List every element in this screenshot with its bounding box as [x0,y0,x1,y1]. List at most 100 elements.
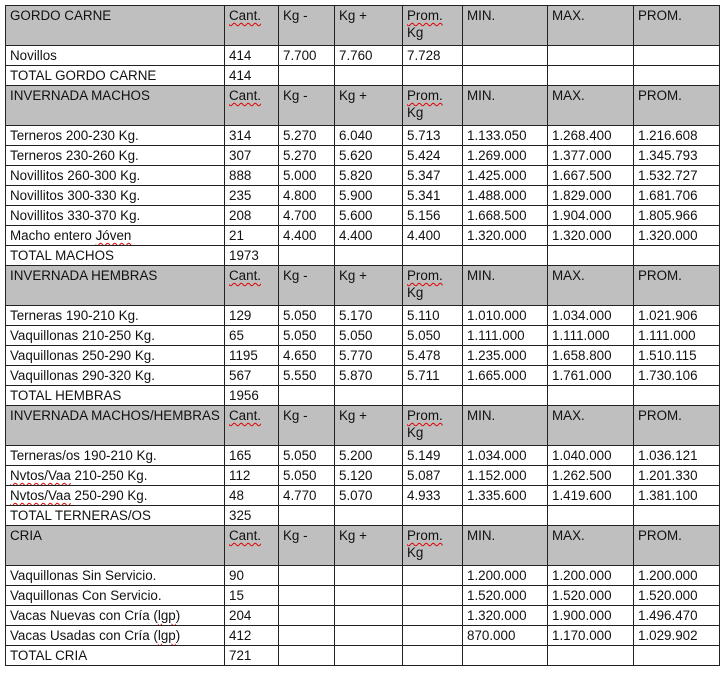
cell: 5.200 [334,445,403,466]
row-label: Terneras/os 190-210 Kg. [5,445,225,466]
empty-cell [402,645,463,666]
table-row: Vaquillonas Con Servicio. 15 1.520.000 1.52… [5,585,720,606]
table-row: Terneras/os 190-210 Kg. 165 5.050 5.200 5.14… [5,445,720,466]
cell: 4.400 [402,225,463,246]
cell: 1.133.050 [462,125,548,146]
cell: 1.681.706 [633,185,720,206]
section-header-row: INVERNADA MACHOS/HEMBRAS Cant. Kg - Kg + Pro… [5,405,720,446]
cell: 1.761.000 [547,365,634,386]
cell: 1.034.000 [547,305,634,326]
cell: 48 [224,485,279,506]
cell: 5.424 [402,145,463,166]
total-value: 1956 [224,385,279,406]
row-label: Vaquillonas 210-250 Kg. [5,325,225,346]
column-header: Cant. [224,265,279,306]
total-label: TOTAL CRIA [5,645,225,666]
cell: 129 [224,305,279,326]
empty-cell [278,645,335,666]
cell [633,45,720,66]
empty-cell [462,385,548,406]
column-header: PROM. [633,265,720,306]
column-header: Kg + [334,525,403,566]
cell: 888 [224,165,279,186]
row-label: Vacas Nuevas con Cría (lgp) [5,605,225,626]
cell: 1.829.000 [547,185,634,206]
empty-cell [334,645,403,666]
cell: 1.668.500 [462,205,548,226]
cell: 5.156 [402,205,463,226]
cell [334,625,403,646]
table-row: Nvtos/Vaa 210-250 Kg. 112 5.050 5.120 5.087 1… [5,465,720,486]
cell: 5.120 [334,465,403,486]
section-title: CRIA [5,525,225,566]
column-header: Kg - [278,405,335,446]
cell [278,565,335,586]
cell: 165 [224,445,279,466]
cell: 1.520.000 [633,585,720,606]
column-header: Cant. [224,5,279,46]
column-header: Cant. [224,405,279,446]
section-header-row: GORDO CARNE Cant. Kg - Kg + Prom. Kg MIN. MAX.… [5,5,720,46]
cell: 1.036.121 [633,445,720,466]
column-header: PROM. [633,525,720,566]
row-label: Vaquillonas Sin Servicio. [5,565,225,586]
total-row: TOTAL CRIA 721 [5,645,720,666]
cell: 15 [224,585,279,606]
cell: 1.201.330 [633,465,720,486]
empty-cell [334,65,403,86]
cell: 1.419.600 [547,485,634,506]
table-row: Vaquillonas 250-290 Kg. 1195 4.650 5.770 5.4… [5,345,720,366]
cell: 1.730.106 [633,365,720,386]
cell: 235 [224,185,279,206]
column-header: Prom. Kg [402,405,463,446]
cell [334,585,403,606]
cell: 65 [224,325,279,346]
total-row: TOTAL GORDO CARNE 414 [5,65,720,86]
cell: 1.665.000 [462,365,548,386]
cell: 1.496.470 [633,605,720,626]
cell: 1.667.500 [547,165,634,186]
cell [334,605,403,626]
cell [334,565,403,586]
empty-cell [633,65,720,86]
cell: 412 [224,625,279,646]
column-header: Cant. [224,85,279,126]
cell: 1.040.000 [547,445,634,466]
empty-cell [547,505,634,526]
table-row: Vacas Usadas con Cría (lgp) 412 870.000 1.1… [5,625,720,646]
cell: 5.620 [334,145,403,166]
empty-cell [402,245,463,266]
table-row: Vaquillonas Sin Servicio. 90 1.200.000 1.20… [5,565,720,586]
cell: 5.070 [334,485,403,506]
section-title: INVERNADA HEMBRAS [5,265,225,306]
cell: 5.000 [278,165,335,186]
column-header: MAX. [547,405,634,446]
total-value: 414 [224,65,279,86]
cell: 4.933 [402,485,463,506]
empty-cell [462,245,548,266]
cell: 5.050 [278,465,335,486]
empty-cell [633,245,720,266]
cell: 1.425.000 [462,165,548,186]
row-label: Vaquillonas Con Servicio. [5,585,225,606]
cell: 1.111.000 [462,325,548,346]
empty-cell [462,645,548,666]
row-label: Novillitos 300-330 Kg. [5,185,225,206]
column-header: Prom. Kg [402,5,463,46]
cell: 5.713 [402,125,463,146]
table-row: Vaquillonas 210-250 Kg. 65 5.050 5.050 5.050… [5,325,720,346]
cell: 5.050 [334,325,403,346]
cell: 4.700 [278,205,335,226]
section-title: INVERNADA MACHOS [5,85,225,126]
cell: 1.320.000 [547,225,634,246]
cell: 1.520.000 [547,585,634,606]
table-row: Terneras 190-210 Kg. 129 5.050 5.170 5.110 1.… [5,305,720,326]
cell [278,605,335,626]
section-header-row: INVERNADA MACHOS Cant. Kg - Kg + Prom. Kg MIN… [5,85,720,126]
section-header-row: CRIA Cant. Kg - Kg + Prom. Kg MIN. MAX. PROM. [5,525,720,566]
cell [547,45,634,66]
table-row: Terneros 200-230 Kg. 314 5.270 6.040 5.713 1.… [5,125,720,146]
cell: 1.200.000 [633,565,720,586]
table-row: Terneros 230-260 Kg. 307 5.270 5.620 5.424 1.… [5,145,720,166]
empty-cell [278,245,335,266]
